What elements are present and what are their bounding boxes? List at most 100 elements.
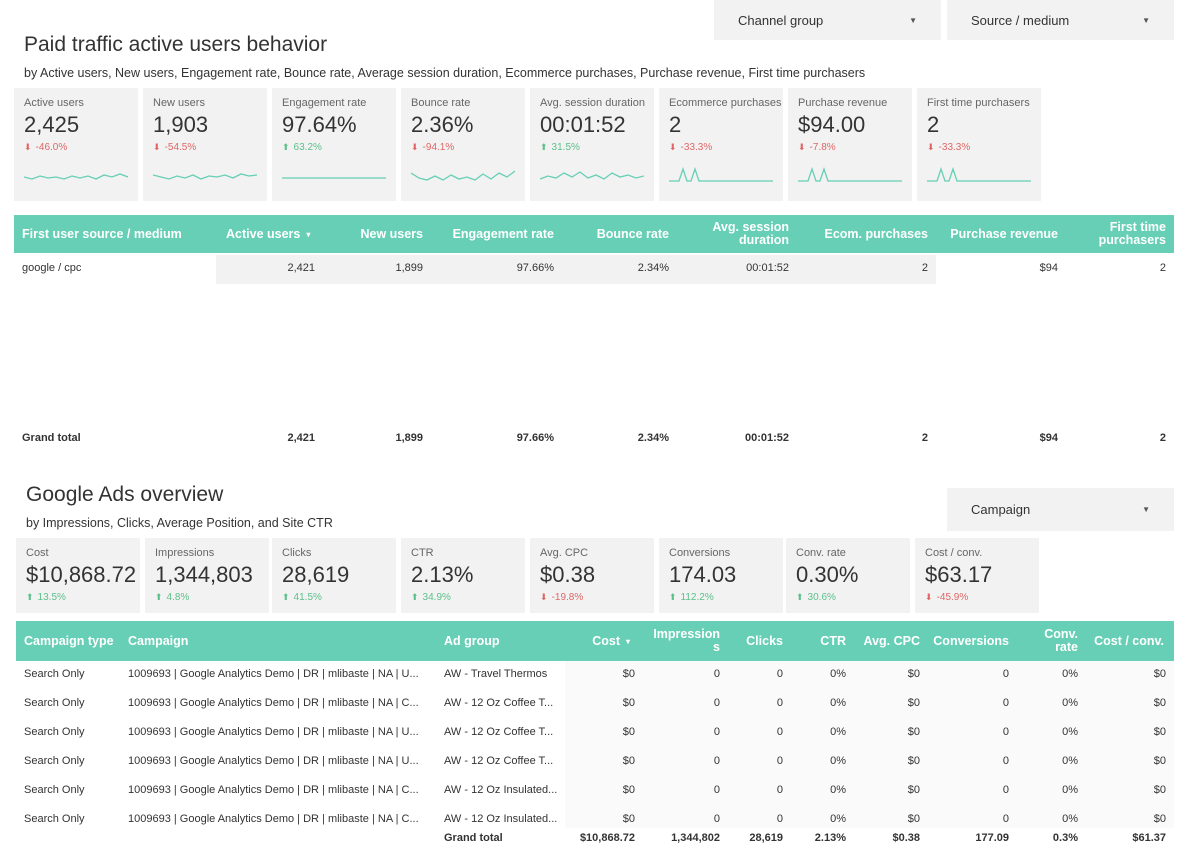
kpi-delta: ⬇ -46.0% xyxy=(24,142,128,153)
col-header-engagement-rate[interactable]: Engagement rate xyxy=(452,226,554,241)
col-header-source[interactable]: First user source / medium xyxy=(22,226,182,241)
cell-value: 2 xyxy=(921,262,928,274)
table-row[interactable]: Search Only 1009693 | Google Analytics De… xyxy=(0,813,1192,829)
kpi-card: Engagement rate 97.64% ⬆ 63.2% xyxy=(272,88,396,201)
cell-value: $10,868.72 xyxy=(579,832,635,844)
kpi-label: Impressions xyxy=(155,547,215,559)
kpi-value: $63.17 xyxy=(925,562,993,587)
kpi-card: Ecommerce purchases 2 ⬇ -33.3% xyxy=(659,88,783,201)
table-row[interactable]: Search Only 1009693 | Google Analytics De… xyxy=(0,755,1192,771)
cell-value: $94 xyxy=(1039,262,1058,274)
cell-value: 28,619 xyxy=(749,832,783,844)
cell-value: 1,344,802 xyxy=(671,832,720,844)
kpi-delta: ⬆ 112.2% xyxy=(669,592,773,603)
cell-value: 00:01:52 xyxy=(746,262,789,274)
table-row[interactable]: Search Only 1009693 | Google Analytics De… xyxy=(0,784,1192,800)
cell-campaign: 1009693 | Google Analytics Demo | DR | m… xyxy=(128,697,419,709)
cell-value: 0 xyxy=(776,697,783,709)
cell-value: 00:01:52 xyxy=(744,432,789,444)
sparkline-path xyxy=(798,167,902,182)
sort-icon: ▾ xyxy=(625,636,630,646)
kpi-card: Avg. CPC $0.38 ⬇ -19.8% xyxy=(530,538,654,613)
arrow-up-icon: ⬆ xyxy=(796,592,804,602)
arrow-down-icon: ⬇ xyxy=(411,142,419,152)
cell-campaign-type: Search Only xyxy=(24,755,85,767)
col-header-ecom-purchases[interactable]: Ecom. purchases xyxy=(824,226,928,241)
table-header: Campaign type Campaign Ad group Cost ▾ I… xyxy=(16,621,1174,661)
col-header-conversions[interactable]: Conversions xyxy=(933,633,1009,648)
col-header-active-users[interactable]: Active users ▾ xyxy=(226,215,310,253)
col-header-campaign[interactable]: Campaign xyxy=(128,633,189,648)
col-header-ctr[interactable]: CTR xyxy=(820,633,846,648)
source-medium-filter[interactable]: Source / medium ▼ xyxy=(947,0,1174,40)
kpi-label: Avg. session duration xyxy=(540,97,645,109)
table-row[interactable]: Search Only 1009693 | Google Analytics De… xyxy=(0,697,1192,713)
cell-value: $0 xyxy=(622,668,635,680)
sparkline xyxy=(282,177,386,179)
sort-icon: ▾ xyxy=(306,229,311,239)
cell-ad-group: AW - 12 Oz Coffee T... xyxy=(444,726,554,738)
col-header-campaign-type[interactable]: Campaign type xyxy=(24,633,114,648)
cell-value: $0 xyxy=(1153,697,1166,709)
cell-campaign-type: Search Only xyxy=(24,668,85,680)
cell-value: $0 xyxy=(622,784,635,796)
kpi-value: 2.13% xyxy=(411,562,474,587)
kpi-value: 2 xyxy=(927,112,940,137)
kpi-label: Conv. rate xyxy=(796,547,846,559)
col-header-conv-rate[interactable]: Conv. rate xyxy=(1044,627,1078,654)
kpi-value: 1,344,803 xyxy=(155,562,253,587)
cell-campaign-type: Search Only xyxy=(24,697,85,709)
col-header-avg-session[interactable]: Avg. session duration xyxy=(712,220,789,247)
cell-campaign-type: Search Only xyxy=(24,784,85,796)
cell-value: 0% xyxy=(830,755,846,767)
section-title: Paid traffic active users behavior xyxy=(24,33,328,56)
cell-ad-group: AW - Travel Thermos xyxy=(444,668,548,680)
sparkline xyxy=(411,170,515,181)
channel-group-filter[interactable]: Channel group ▼ xyxy=(714,0,941,40)
col-header-purchase-revenue[interactable]: Purchase revenue xyxy=(950,226,1058,241)
row-highlight xyxy=(216,255,936,284)
col-header-ad-group[interactable]: Ad group xyxy=(444,633,500,648)
cell-value: 0 xyxy=(776,726,783,738)
cell-value: 2 xyxy=(921,432,928,444)
sparkline-path xyxy=(669,167,773,182)
kpi-delta-value: 4.8% xyxy=(166,592,190,603)
table-row[interactable]: Search Only 1009693 | Google Analytics De… xyxy=(0,726,1192,742)
section-title: Google Ads overview xyxy=(26,483,224,506)
kpi-card: Impressions 1,344,803 ⬆ 4.8% xyxy=(145,538,269,613)
cell-value: $94 xyxy=(1039,432,1058,444)
cell-value: 97.66% xyxy=(516,432,554,444)
kpi-label: Bounce rate xyxy=(411,97,471,109)
arrow-down-icon: ⬇ xyxy=(927,142,935,152)
kpi-delta-value: -46.0% xyxy=(35,142,68,153)
arrow-up-icon: ⬆ xyxy=(26,592,34,602)
table-row[interactable]: Search Only 1009693 | Google Analytics De… xyxy=(0,668,1192,684)
col-header-first-time-purchasers[interactable]: First time purchasers xyxy=(1098,220,1166,247)
cell-value: 0 xyxy=(1002,697,1009,709)
cell-value: 2 xyxy=(1159,432,1166,444)
col-header-clicks[interactable]: Clicks xyxy=(746,633,783,648)
col-header-bounce-rate[interactable]: Bounce rate xyxy=(596,226,669,241)
kpi-delta: ⬆ 13.5% xyxy=(26,592,130,603)
kpi-delta-value: -45.9% xyxy=(936,592,969,603)
cell-value: 0% xyxy=(1062,755,1078,767)
cell-value: 0% xyxy=(1062,784,1078,796)
col-header-cost-per-conv[interactable]: Cost / conv. xyxy=(1094,633,1164,648)
cell-value: 0 xyxy=(1002,784,1009,796)
kpi-label: Ecommerce purchases xyxy=(669,97,782,109)
campaign-filter[interactable]: Campaign ▼ xyxy=(947,488,1174,531)
kpi-card: Active users 2,425 ⬇ -46.0% xyxy=(14,88,138,201)
cell-value: 0% xyxy=(830,784,846,796)
col-header-new-users[interactable]: New users xyxy=(360,226,423,241)
kpi-value: 28,619 xyxy=(282,562,350,587)
kpi-delta: ⬇ -33.3% xyxy=(927,142,1031,153)
cell-value: 0% xyxy=(830,697,846,709)
grand-total-label: Grand total xyxy=(444,832,503,844)
col-header-avg-cpc[interactable]: Avg. CPC xyxy=(863,633,921,648)
campaign-filter-label: Campaign xyxy=(971,502,1031,517)
col-header-impressions[interactable]: Impressions xyxy=(653,627,720,654)
col-header-cost[interactable]: Cost ▾ xyxy=(592,621,630,661)
kpi-delta: ⬇ -33.3% xyxy=(669,142,773,153)
arrow-down-icon: ⬇ xyxy=(669,142,677,152)
kpi-value: 1,903 xyxy=(153,112,209,137)
